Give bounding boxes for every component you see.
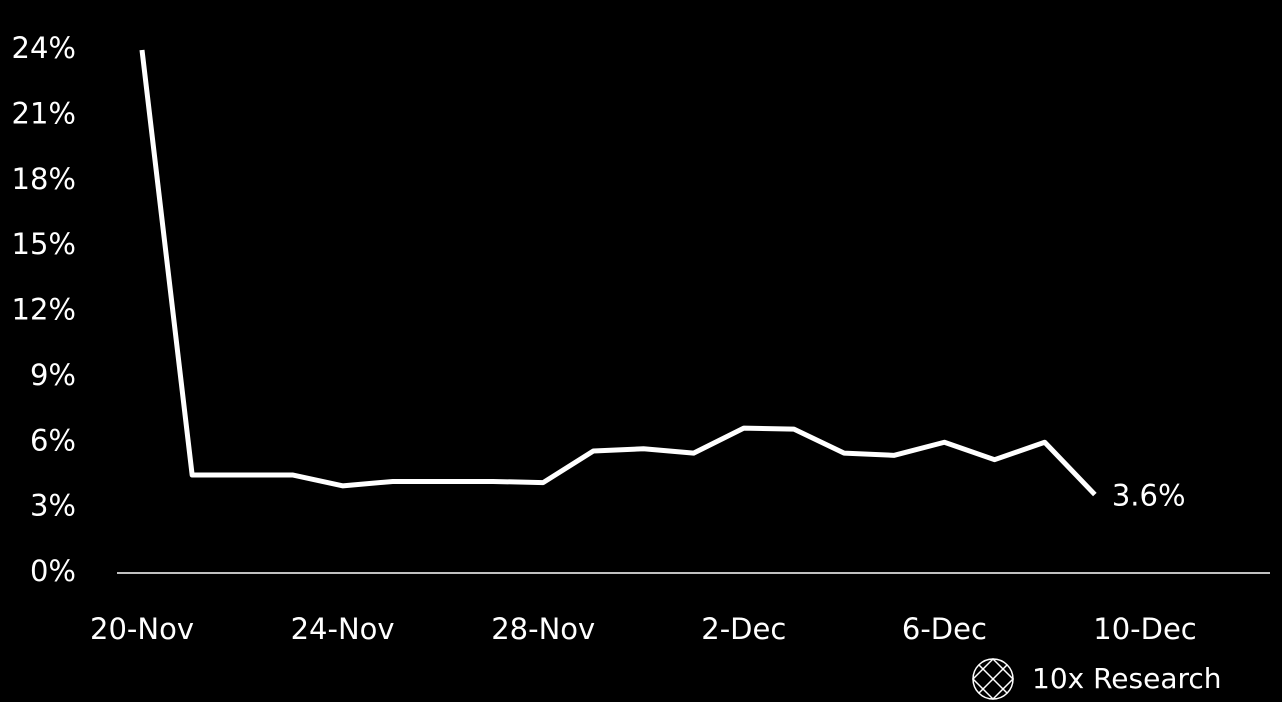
x-tick-label: 2-Dec [701,612,786,646]
y-tick-label: 9% [30,358,76,392]
y-tick-label: 15% [12,227,76,261]
y-tick-label: 6% [30,423,76,457]
y-tick-label: 0% [30,554,76,588]
value-label: 3.6% [1112,479,1186,513]
x-tick-label: 10-Dec [1093,612,1196,646]
y-tick-label: 18% [12,162,76,196]
x-tick-label: 6-Dec [902,612,987,646]
logo-icon [971,657,1015,701]
y-tick-label: 24% [12,31,76,65]
y-tick-label: 21% [12,96,76,130]
x-tick-label: 28-Nov [491,612,595,646]
y-tick-label: 3% [30,489,76,523]
y-tick-label: 12% [12,293,76,327]
line [139,49,1097,497]
x-tick-label: 20-Nov [90,612,194,646]
watermark: 10x Research [1032,662,1222,695]
x-tick-label: 24-Nov [291,612,395,646]
